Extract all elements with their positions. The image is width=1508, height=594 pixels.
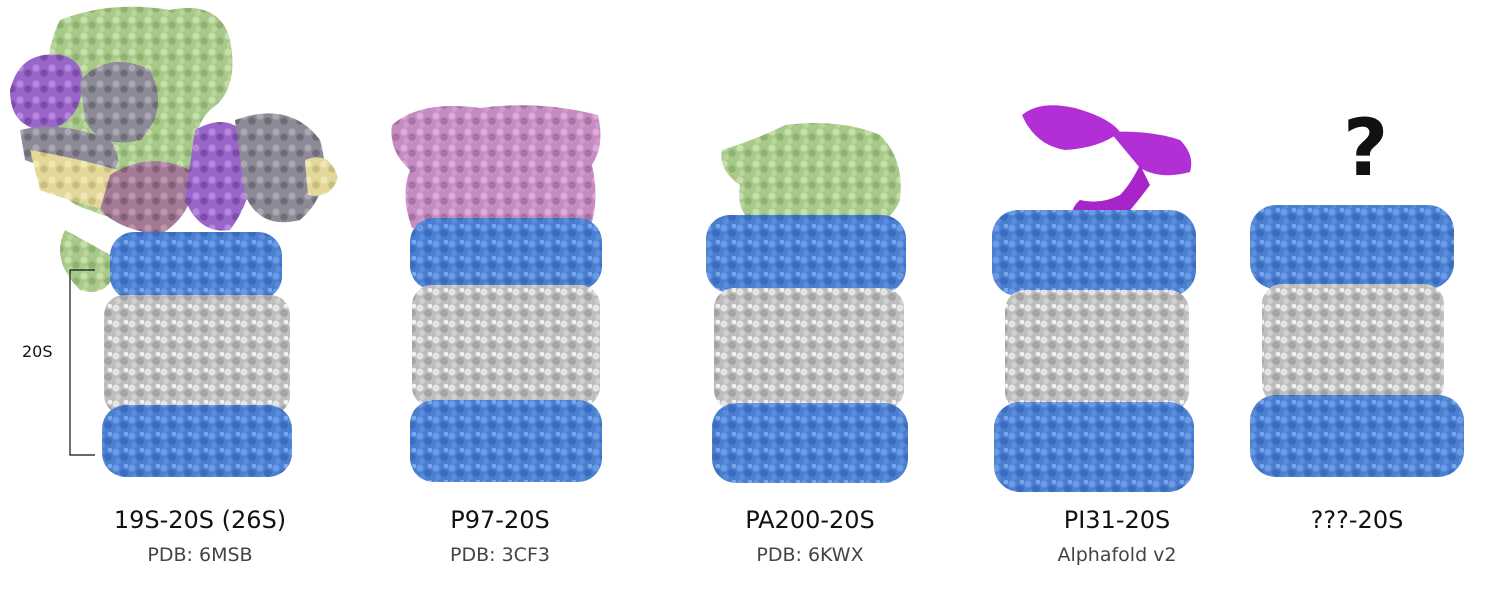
core-bracket-label: 20S [22,342,53,361]
core-particle-20s [102,232,292,477]
complex-name: 19S-20S (26S) [113,506,287,534]
core-particle-20s [410,218,602,482]
complex-source: PDB: 3CF3 [450,544,550,566]
regulator-pa200 [721,122,901,228]
complex-name: PA200-20S [745,506,875,534]
complex-pi31-20s [992,105,1196,492]
alpha-ring-bottom [102,405,292,477]
complex-19s-20s [10,6,338,477]
core-particle-20s [992,210,1196,492]
regulator-p97 [391,105,601,234]
complex-source: PDB: 6MSB [147,544,253,566]
regulatory-particle-19s [10,6,338,292]
core-particle-20s [1250,205,1464,477]
complex-p97-20s [391,105,602,482]
beta-rings [104,295,290,415]
complex-unknown-20s [1250,205,1464,477]
regulator-pi31 [1022,105,1192,222]
complex-source: PDB: 6KWX [756,544,864,566]
core-particle-20s [706,215,908,483]
complex-pa200-20s [706,122,908,483]
core-bracket [69,269,95,456]
complex-name: PI31-20S [1063,506,1171,534]
complex-source: Alphafold v2 [1057,544,1177,566]
alpha-ring-top [110,232,282,300]
unknown-regulator-symbol: ? [1343,104,1389,194]
complex-name: P97-20S [450,506,550,534]
complex-name: ???-20S [1310,506,1404,534]
